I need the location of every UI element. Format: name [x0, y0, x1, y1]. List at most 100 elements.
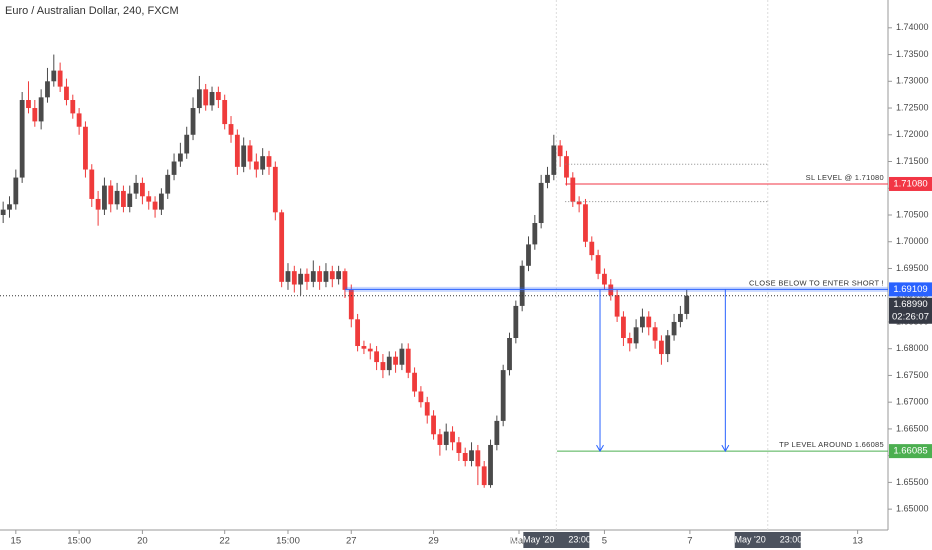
candle-body: [494, 420, 500, 445]
candle-body: [304, 273, 310, 282]
candle-body: [222, 100, 228, 125]
candle-body: [70, 100, 76, 114]
price-badge-label: 1.68990: [893, 299, 927, 310]
candle-body: [475, 450, 481, 467]
y-tick-label: 1.70500: [896, 209, 929, 219]
x-tick-label: 20: [137, 536, 148, 547]
x-tick-label: 29: [428, 536, 439, 547]
level-text: SL LEVEL @ 1.71080: [806, 173, 884, 182]
candle-body: [374, 351, 379, 363]
candle-body: [234, 134, 240, 167]
candle-body: [177, 153, 183, 162]
chart-title: Euro / Australian Dollar, 240, FXCM: [5, 5, 179, 17]
price-badge-label: 1.69109: [893, 284, 927, 295]
candle-body: [64, 86, 69, 101]
candle-body: [51, 70, 57, 82]
candle-body: [456, 442, 462, 453]
candle-body: [89, 169, 95, 199]
candle-body: [127, 193, 133, 207]
candle-body: [659, 340, 664, 355]
x-tick-label: 22: [219, 536, 230, 547]
candle-body: [355, 319, 361, 347]
candle-body: [83, 126, 88, 170]
candle-body: [519, 265, 525, 306]
candle-body: [399, 348, 405, 365]
y-tick-label: 1.73000: [896, 76, 929, 86]
candle-body: [310, 271, 316, 282]
candle-body: [272, 166, 278, 213]
candle-body: [405, 348, 411, 373]
candle-body: [545, 174, 550, 183]
candle-body: [171, 161, 177, 175]
y-tick-label: 1.71500: [896, 156, 929, 166]
candle-body: [133, 182, 139, 194]
candle-body: [45, 81, 50, 98]
price-badge-label: 1.71080: [893, 178, 927, 189]
candle-body: [570, 177, 576, 202]
candle-body: [121, 190, 126, 207]
candle-body: [336, 271, 342, 280]
x-tick-label: 7: [687, 536, 692, 547]
candle-body: [102, 185, 107, 210]
candle-body: [481, 466, 487, 486]
candle-body: [684, 295, 690, 314]
candle-body: [0, 209, 6, 215]
candle-body: [500, 370, 506, 421]
candle-body: [437, 434, 443, 445]
x-tick-label: May: [510, 536, 528, 547]
candle-body: [348, 289, 354, 320]
y-tick-label: 1.73500: [896, 49, 929, 59]
y-tick-label: 1.66500: [896, 423, 929, 433]
arrow-head: [596, 444, 604, 453]
price-badge: [889, 297, 932, 324]
y-tick-label: 1.69500: [896, 263, 929, 273]
x-tick-label: 15:00: [67, 536, 91, 547]
candle-body: [652, 327, 658, 341]
candle-body: [323, 271, 329, 282]
candle-body: [190, 108, 196, 135]
candle-body: [393, 356, 398, 365]
candle-body: [532, 223, 538, 245]
candle-body: [443, 431, 449, 445]
candle-body: [209, 91, 215, 106]
y-tick-label: 1.65000: [896, 504, 929, 514]
x-tick-label: 15: [11, 536, 22, 547]
candle-body: [329, 271, 335, 280]
candle-body: [671, 321, 677, 336]
candle-body: [19, 100, 25, 178]
candle-body: [298, 273, 304, 285]
candle-body: [241, 145, 247, 167]
candle-body: [614, 295, 620, 317]
candle-body: [184, 134, 190, 154]
candle-body: [627, 338, 633, 344]
candle-body: [583, 204, 588, 242]
time-label-date: 10 May '20: [722, 534, 766, 544]
candle-body: [640, 316, 645, 328]
candle-body: [152, 201, 158, 210]
candle-body: [602, 273, 607, 285]
candle-body: [95, 198, 101, 210]
level-text: CLOSE BELOW TO ENTER SHORT !: [749, 278, 884, 287]
candle-body: [526, 244, 531, 266]
candle-body: [431, 415, 436, 435]
time-label-date: 03 May '20: [511, 534, 555, 544]
candle-body: [595, 255, 601, 274]
candle-body: [418, 391, 424, 403]
time-label-box: [734, 532, 801, 548]
candle-body: [158, 193, 164, 210]
candle-body: [424, 402, 430, 416]
time-label-time: 23:00: [780, 534, 803, 544]
candle-body: [469, 450, 474, 462]
candle-body: [386, 356, 392, 371]
candle-body: [108, 185, 114, 205]
level-text: TP LEVEL AROUND 1.66085: [779, 440, 884, 449]
candle-body: [165, 174, 171, 194]
candle-body: [367, 348, 373, 352]
candle-body: [253, 161, 259, 170]
countdown-label: 02:26:07: [892, 311, 929, 322]
candle-body: [266, 156, 272, 167]
candle-body: [260, 156, 266, 170]
candle-body: [646, 316, 652, 328]
time-label-time: 23:00: [568, 534, 591, 544]
candle-body: [228, 124, 234, 135]
